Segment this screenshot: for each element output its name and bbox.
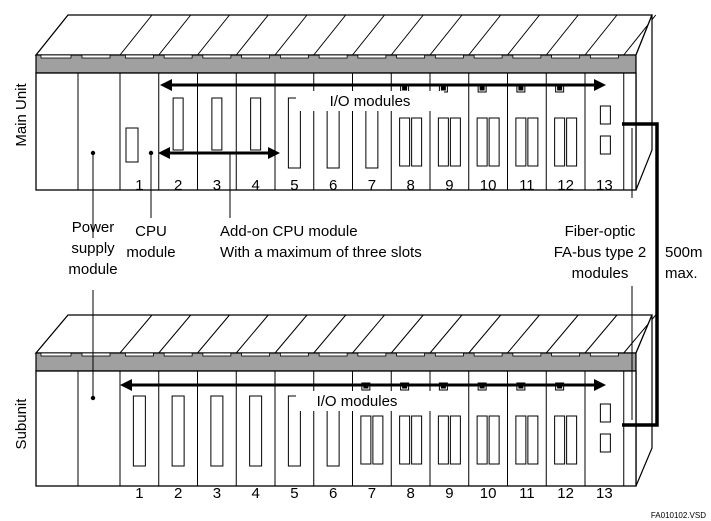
main-io-label: I/O modules [330,93,411,110]
main-slot-number-2: 2 [174,177,182,194]
main-slot-number-12: 12 [557,177,574,194]
main-slot-number-6: 6 [329,177,337,194]
fiber-optic-label-3: modules [572,265,629,282]
main-slot-number-9: 9 [445,177,453,194]
sub-slot-number-1: 1 [135,485,143,502]
subunit-rack [34,314,657,487]
sub-slot-number-2: 2 [174,485,182,502]
sub-slot-number-10: 10 [480,485,497,502]
power-supply-label-3: module [68,261,117,278]
leader-lines [92,128,633,420]
main-slot-number-5: 5 [290,177,298,194]
sub-slot-number-7: 7 [368,485,376,502]
main-slot-number-8: 8 [406,177,414,194]
cpu-label-1: CPU [135,223,167,240]
power-supply-label-2: supply [71,240,115,257]
main-slot-number-1: 1 [135,177,143,194]
main-slot-number-7: 7 [368,177,376,194]
power-supply-label-1: Power [72,219,115,236]
main-io-arrow [160,79,606,91]
sub-slot-number-5: 5 [290,485,298,502]
sub-slot-number-8: 8 [406,485,414,502]
main-slot-number-11: 11 [519,177,535,194]
main-unit-label: Main Unit [13,82,30,146]
addon-cpu-arrow [158,147,280,159]
sub-io-arrow [120,379,606,391]
main-slot-number-10: 10 [480,177,497,194]
sub-slot-number-11: 11 [519,485,535,502]
fiber-optic-label-1: Fiber-optic [565,223,636,240]
distance-label-2: max. [665,265,698,282]
distance-label-1: 500m [665,244,703,261]
sub-slot-number-12: 12 [557,485,574,502]
sub-io-label: I/O modules [317,393,398,410]
subunit-label: Subunit [13,398,30,450]
main-slot-number-4: 4 [251,177,259,194]
sub-slot-number-13: 13 [596,485,613,502]
main-slot-number-3: 3 [213,177,221,194]
sub-slot-number-9: 9 [445,485,453,502]
sub-slot-number-6: 6 [329,485,337,502]
sub-slot-number-4: 4 [251,485,259,502]
addon-cpu-label-1: Add-on CPU module [220,223,358,240]
file-name-label: FA010102.VSD [651,511,706,520]
sub-slot-number-3: 3 [213,485,221,502]
main-slot-number-13: 13 [596,177,613,194]
main-unit-rack [34,14,657,191]
fiber-optic-cable [622,122,659,427]
fiber-optic-label-2: FA-bus type 2 [554,244,647,261]
cpu-label-2: module [126,244,175,261]
addon-cpu-label-2: With a maximum of three slots [220,244,422,261]
